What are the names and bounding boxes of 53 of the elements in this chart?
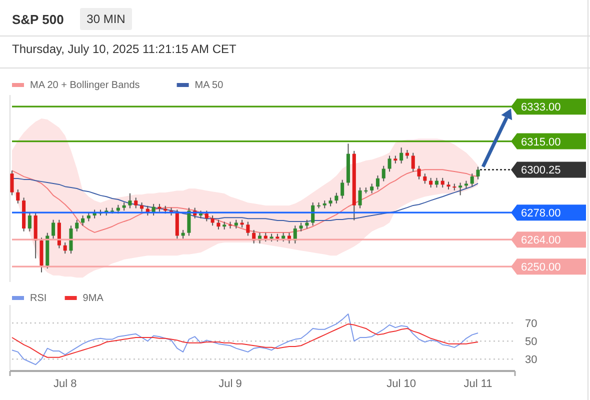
candlestick bbox=[204, 210, 208, 222]
legend-label: MA 20 + Bollinger Bands bbox=[30, 80, 140, 91]
candlestick bbox=[10, 170, 14, 196]
candlestick bbox=[382, 165, 386, 182]
candlestick bbox=[52, 219, 56, 240]
candlestick bbox=[470, 173, 474, 188]
ref-line-label: 6300.25 bbox=[521, 164, 561, 177]
candlestick bbox=[57, 219, 61, 249]
candlestick bbox=[423, 173, 427, 184]
y-tick-label: 70 bbox=[525, 318, 538, 330]
candlestick bbox=[358, 187, 362, 209]
ref-line-label: 6278.00 bbox=[521, 208, 561, 220]
ref-line-label: 6250.00 bbox=[521, 262, 561, 274]
candlestick bbox=[128, 192, 132, 209]
candlestick bbox=[417, 165, 421, 180]
candlestick bbox=[246, 221, 250, 236]
legend-label: RSI bbox=[30, 293, 47, 304]
candlestick bbox=[75, 219, 79, 232]
candlestick bbox=[63, 242, 67, 254]
candlestick bbox=[334, 192, 338, 204]
ref-line-label: 6333.00 bbox=[521, 102, 561, 114]
candlestick bbox=[411, 152, 415, 172]
legend-label: MA 50 bbox=[194, 80, 224, 91]
candlestick bbox=[69, 225, 73, 254]
line-series bbox=[12, 314, 478, 366]
x-tick-label: Jul 10 bbox=[386, 378, 416, 390]
candlestick bbox=[376, 174, 380, 190]
candlestick bbox=[476, 166, 480, 180]
y-tick-label: 30 bbox=[525, 354, 538, 366]
line-series bbox=[12, 323, 478, 358]
ref-line-label: 6315.00 bbox=[521, 136, 561, 148]
x-tick-label: Jul 8 bbox=[53, 378, 77, 390]
text: 30 MIN bbox=[86, 12, 126, 26]
candlestick bbox=[216, 219, 220, 230]
chart-title: S&P 500 bbox=[12, 12, 64, 27]
candlestick bbox=[400, 147, 404, 164]
x-tick-label: Jul 9 bbox=[218, 378, 242, 390]
x-tick-label: Jul 11 bbox=[464, 378, 492, 390]
candlestick bbox=[210, 214, 214, 226]
candlestick bbox=[458, 182, 462, 196]
y-tick-label: 50 bbox=[525, 336, 538, 348]
candlestick bbox=[81, 214, 85, 226]
candlestick bbox=[175, 209, 179, 240]
candlestick bbox=[388, 155, 392, 172]
candlestick bbox=[28, 212, 32, 232]
candlestick bbox=[16, 188, 20, 204]
candlestick bbox=[370, 183, 374, 194]
ref-line-label: 6264.00 bbox=[521, 234, 561, 247]
candlestick bbox=[340, 179, 344, 200]
candlestick bbox=[134, 197, 138, 209]
legend-label: 9MA bbox=[82, 293, 104, 304]
chart-subtitle: Thursday, July 10, 2025 11:21:15 AM CET bbox=[12, 42, 238, 56]
candlestick bbox=[187, 207, 191, 236]
